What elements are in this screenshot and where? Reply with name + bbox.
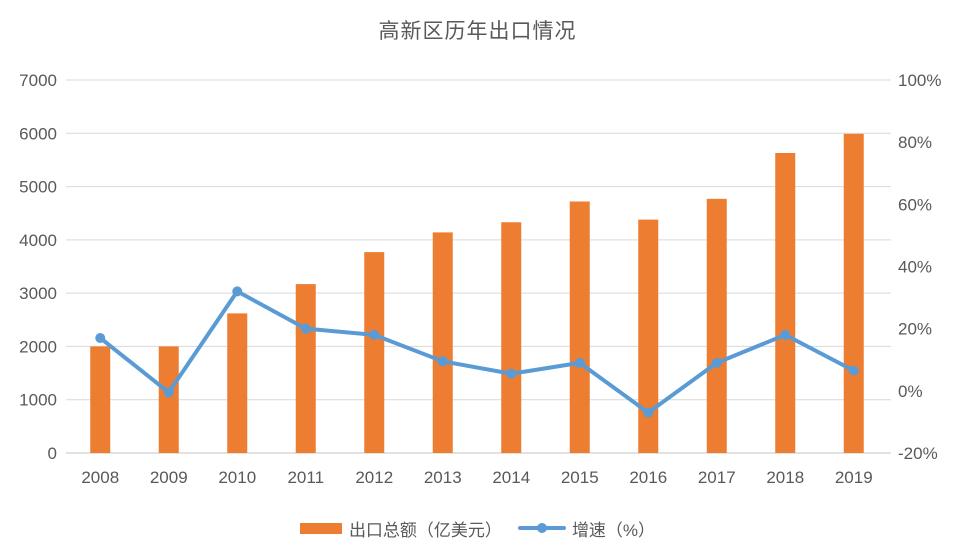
bar-2015 <box>569 201 590 453</box>
legend-label-growth: 增速（%） <box>571 520 656 540</box>
y-axis-left-tick-label: 0 <box>48 444 57 463</box>
x-axis-label: 2017 <box>698 468 736 487</box>
bar-2008 <box>90 346 111 453</box>
bar-2010 <box>227 313 248 453</box>
growth-marker-2010 <box>232 286 243 297</box>
x-axis-label: 2019 <box>835 468 873 487</box>
bar-2016 <box>638 219 659 453</box>
bar-2018 <box>775 153 796 453</box>
y-axis-left-tick-label: 5000 <box>19 178 57 197</box>
x-axis-label: 2010 <box>218 468 256 487</box>
growth-marker-2014 <box>506 368 517 379</box>
y-axis-right-tick-label: 40% <box>898 258 932 277</box>
growth-marker-2008 <box>95 332 106 343</box>
x-axis-label: 2015 <box>561 468 599 487</box>
y-axis-left-tick-label: 2000 <box>19 337 57 356</box>
growth-marker-2013 <box>437 356 448 367</box>
y-axis-left-tick-label: 6000 <box>19 124 57 143</box>
growth-line <box>98 289 856 415</box>
legend-label-exports: 出口总额（亿美元） <box>348 520 502 540</box>
x-axis-label: 2014 <box>492 468 530 487</box>
growth-marker-2009 <box>163 387 174 398</box>
x-axis-label: 2008 <box>81 468 119 487</box>
y-axis-right-tick-label: 100% <box>898 71 941 90</box>
legend-line-marker-icon <box>536 523 547 533</box>
bar-2012 <box>364 252 385 453</box>
legend: 出口总额（亿美元） 增速（%） <box>0 516 955 540</box>
y-axis-right-tick-label: 20% <box>898 320 932 339</box>
growth-marker-2011 <box>300 323 311 334</box>
y-axis-left-tick-label: 3000 <box>19 284 57 303</box>
y-axis-left-tick-label: 7000 <box>19 71 57 90</box>
bar-2017 <box>706 198 727 453</box>
x-axis-label: 2018 <box>766 468 804 487</box>
y-axis-left-tick-label: 4000 <box>19 231 57 250</box>
bar-2013 <box>432 232 453 453</box>
growth-marker-2012 <box>369 329 380 340</box>
growth-marker-2019 <box>848 365 859 376</box>
x-axis-label: 2011 <box>287 468 324 487</box>
x-axis-label: 2013 <box>424 468 462 487</box>
growth-marker-2018 <box>780 329 791 340</box>
x-axis-label: 2016 <box>629 468 667 487</box>
bar-2019 <box>843 133 864 453</box>
growth-marker-2015 <box>574 357 585 368</box>
bar-2014 <box>501 222 522 453</box>
x-axis-label: 2012 <box>355 468 393 487</box>
bar-2009 <box>158 346 179 453</box>
growth-marker-2016 <box>643 407 654 418</box>
x-axis-label: 2009 <box>150 468 188 487</box>
legend-line-swatch <box>517 523 566 533</box>
y-axis-right-tick-label: 80% <box>898 133 932 152</box>
y-axis-right-tick-label: 0% <box>898 382 923 401</box>
legend-bar-swatch <box>299 522 342 534</box>
growth-marker-2017 <box>711 357 722 368</box>
chart-title: 高新区历年出口情况 <box>378 19 577 43</box>
y-axis-right-tick-label: -20% <box>898 444 938 463</box>
y-axis-right-tick-label: 60% <box>898 195 932 214</box>
y-axis-left-tick-label: 1000 <box>19 391 57 410</box>
bar-2011 <box>295 284 316 453</box>
